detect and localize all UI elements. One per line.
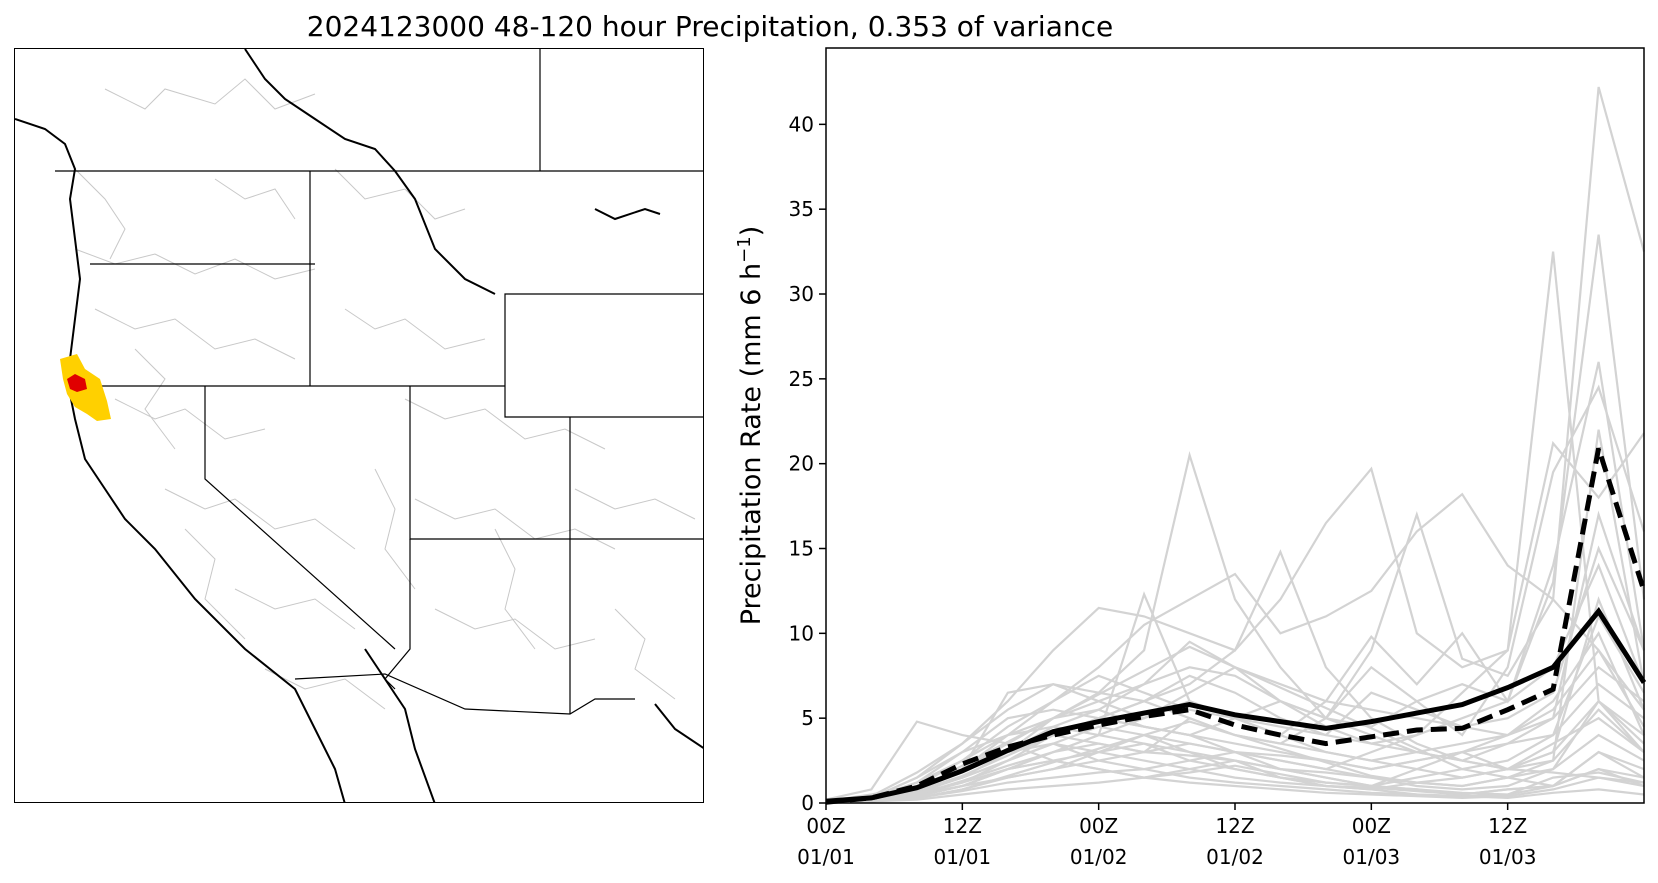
y-tick-label: 0 [801,791,814,815]
y-tick-label: 20 [789,452,814,476]
x-tick-label: 12Z [1215,814,1254,838]
x-tick-label: 00Z [1079,814,1118,838]
map-svg [15,49,703,802]
x-tick-label: 01/02 [1070,845,1128,869]
x-tick-label: 12Z [943,814,982,838]
chart-title: 2024123000 48-120 hour Precipitation, 0.… [306,10,1114,43]
y-tick-label: 25 [789,367,814,391]
ensemble-member-line [825,613,1645,805]
ensemble-member-line [825,708,1645,805]
y-axis-label: Precipitation Rate (mm 6 h−1) [734,226,767,626]
highlight-region-core [67,374,87,392]
x-tick-label: 01/02 [1206,845,1264,869]
ensemble-solid-line [825,607,1647,804]
precip-highlight [60,354,111,421]
ensemble-member-line [825,86,1646,805]
basin-lines [74,78,696,710]
x-tick-label: 01/01 [934,845,992,869]
ensemble-member-line [825,251,1645,805]
ensemble-member-line [825,451,1645,803]
ensemble-member-line [825,725,1645,805]
ensemble-member-line [825,767,1645,805]
ensemble-member-line [825,432,1645,805]
y-tick-label: 10 [789,621,814,645]
precipitation-region-map [14,48,704,803]
x-tick-label: 01/03 [1343,845,1401,869]
ensemble-member-line [825,776,1645,805]
x-tick-label: 00Z [806,814,845,838]
x-tick-label: 01/01 [797,845,855,869]
x-tick-label: 12Z [1488,814,1527,838]
state-borders [55,49,703,715]
x-axis-ticks: 00Z 01/01 12Z 01/01 00Z 01/02 12Z 01/02 00Z 01/03… [797,803,1536,869]
y-tick-label: 30 [789,282,814,306]
y-axis-ticks: 0 5 10 15 20 25 30 35 40 [789,112,826,815]
x-tick-label: 01/03 [1479,845,1537,869]
x-tick-label: 00Z [1352,814,1391,838]
y-tick-label: 40 [789,112,814,136]
ensemble-member-line [825,682,1645,805]
coastline [15,49,703,802]
y-tick-label: 15 [789,537,814,561]
ensemble-dashed-line [825,447,1647,805]
y-tick-label: 5 [801,706,814,730]
ensemble-members [825,86,1646,805]
y-tick-label: 35 [789,197,814,221]
ensemble-member-line [825,429,1646,805]
